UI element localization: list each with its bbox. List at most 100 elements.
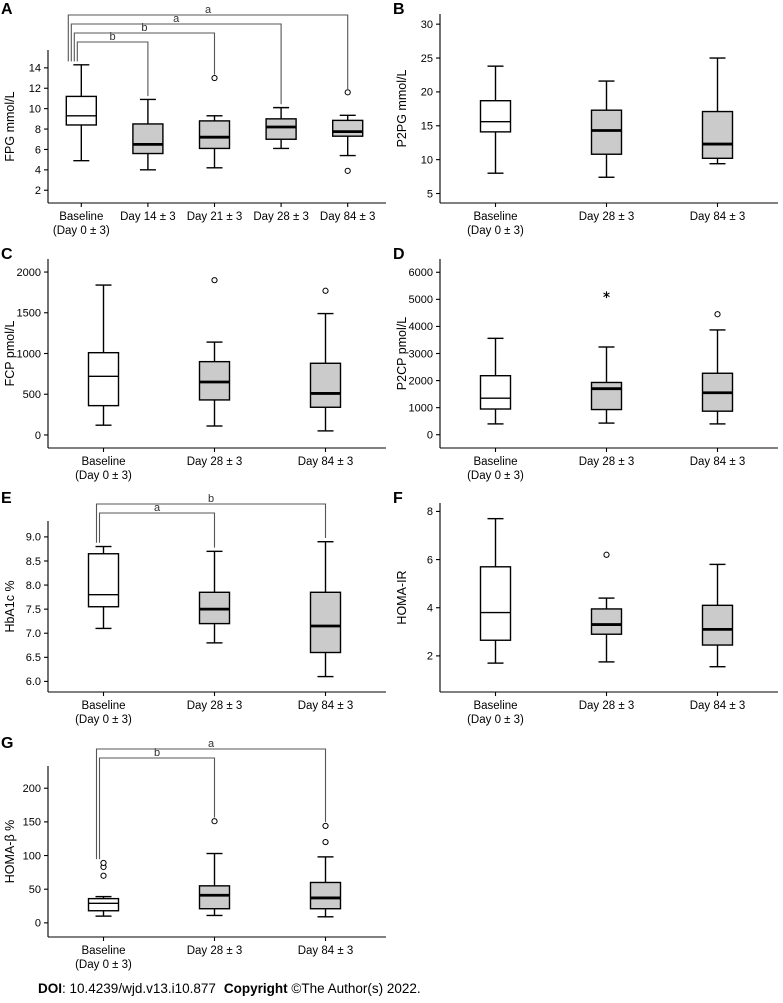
svg-text:6: 6 [35,144,41,156]
panel-d-letter: D [393,246,405,263]
svg-text:Day 28 ± 3: Day 28 ± 3 [579,456,635,468]
svg-text:Day 14 ± 3: Day 14 ± 3 [120,211,176,223]
svg-text:0: 0 [35,918,41,930]
svg-text:Day 28 ± 3: Day 28 ± 3 [579,211,635,223]
copyright-text: ©The Author(s) 2022. [291,981,421,996]
svg-text:(Day 0 ± 3): (Day 0 ± 3) [53,225,110,237]
svg-text:100: 100 [23,850,41,862]
svg-text:FPG mmol/L: FPG mmol/L [3,91,17,161]
svg-text:0: 0 [427,430,433,442]
svg-text:(Day 0 ± 3): (Day 0 ± 3) [467,225,524,237]
doi-label: DOI [38,981,63,996]
svg-text:9.0: 9.0 [26,532,41,544]
svg-text:Day 84 ± 3: Day 84 ± 3 [298,945,354,957]
svg-text:150: 150 [23,817,41,829]
svg-text:10: 10 [421,154,433,166]
svg-text:6: 6 [427,554,433,566]
svg-text:P2CP pmol/L: P2CP pmol/L [395,317,409,390]
svg-text:8.0: 8.0 [26,580,41,592]
svg-text:Day 84 ± 3: Day 84 ± 3 [298,700,354,712]
svg-text:a: a [154,502,161,514]
svg-text:4: 4 [35,165,41,177]
svg-text:HOMA-IR: HOMA-IR [395,570,409,624]
svg-text:HbA1c %: HbA1c % [3,580,17,632]
svg-text:Day 21 ± 3: Day 21 ± 3 [187,211,243,223]
svg-text:Day 84 ± 3: Day 84 ± 3 [690,700,746,712]
svg-text:4: 4 [427,603,433,615]
svg-text:FCP pmol/L: FCP pmol/L [3,321,17,387]
svg-text:6.5: 6.5 [26,652,41,664]
panel-c-letter: C [1,246,13,263]
panel-b-boxplot: 5 10 15 20 25 30 P2PG mmol/L Baseline (Day 0 ± 3… [395,14,778,237]
svg-text:b: b [154,747,160,759]
svg-text:3000: 3000 [409,348,433,360]
svg-text:(Day 0 ± 3): (Day 0 ± 3) [75,714,132,726]
figure-footer: DOI: 10.4239/wjd.v13.i10.877 Copyright ©T… [38,981,421,996]
svg-text:2000: 2000 [17,267,41,279]
svg-text:b: b [141,22,147,34]
panel-c-boxplot: 0 500 1000 1500 2000 FCP pmol/L Baseline (Day 0… [3,259,386,482]
svg-text:1500: 1500 [17,308,41,320]
svg-text:Day 84 ± 3: Day 84 ± 3 [690,211,746,223]
svg-text:30: 30 [421,19,433,31]
svg-text:Baseline: Baseline [81,456,125,468]
svg-text:20: 20 [421,87,433,99]
svg-text:10: 10 [29,103,41,115]
svg-text:2000: 2000 [409,375,433,387]
svg-text:8.5: 8.5 [26,556,41,568]
svg-text:(Day 0 ± 3): (Day 0 ± 3) [467,714,524,726]
svg-text:a: a [205,4,212,16]
svg-text:Baseline: Baseline [473,700,517,712]
panel-b-letter: B [393,1,405,18]
svg-text:12: 12 [29,83,41,95]
svg-text:5000: 5000 [409,294,433,306]
panel-f-letter: F [393,490,403,507]
panel-b: B 5 10 15 20 25 30 P2PG mmol/L Baseline (Day 0 ±… [392,0,783,245]
panel-e-letter: E [1,490,12,507]
svg-text:Day 84 ± 3: Day 84 ± 3 [690,456,746,468]
svg-text:14: 14 [29,63,41,75]
svg-text:7.5: 7.5 [26,604,41,616]
svg-text:b: b [208,493,214,505]
panel-d-boxplot: 0 1000 2000 3000 4000 5000 6000 P2CP pmol/L Base… [395,259,778,482]
panel-e: E 6.0 6.5 7.0 7.5 8.0 8.5 9.0 HbA1c % Baseline (D… [0,489,391,734]
panel-f-boxplot: 2 4 6 8 HOMA-IR Baseline (Day 0 ± 3) Day 28 ± 3… [395,503,778,726]
svg-text:6.0: 6.0 [26,676,41,688]
svg-text:HOMA-β %: HOMA-β % [3,820,17,883]
panel-a-boxplot: 2 4 6 8 10 12 14 FPG mmol/L Baseline (Day 0 ± 3) D… [3,4,386,237]
svg-text:2: 2 [35,185,41,197]
svg-text:Baseline: Baseline [59,211,103,223]
svg-text:Day 28 ± 3: Day 28 ± 3 [253,211,309,223]
svg-text:Day 28 ± 3: Day 28 ± 3 [187,456,243,468]
svg-text:6000: 6000 [409,267,433,279]
panel-a: A 2 4 6 8 10 12 14 FPG mmol/L Baseline (Day 0 ± 3… [0,0,391,245]
svg-text:4000: 4000 [409,321,433,333]
svg-text:a: a [173,13,180,25]
panel-c: C 0 500 1000 1500 2000 FCP pmol/L Baseline (Day… [0,245,391,490]
panel-f: F 2 4 6 8 HOMA-IR Baseline (Day 0 ± 3) Day 28 ±… [392,489,783,734]
svg-text:Baseline: Baseline [473,211,517,223]
svg-text:15: 15 [421,121,433,133]
svg-text:P2PG mmol/L: P2PG mmol/L [395,70,409,148]
copyright-label: Copyright [223,981,288,996]
svg-text:5: 5 [427,188,433,200]
svg-text:1000: 1000 [17,348,41,360]
panel-a-letter: A [1,1,13,18]
panel-g: G 0 50 100 150 200 HOMA-β % Baseline (Day 0 ± 3… [0,734,391,979]
svg-text:Day 28 ± 3: Day 28 ± 3 [579,700,635,712]
svg-text:8: 8 [427,506,433,518]
svg-text:Day 84 ± 3: Day 84 ± 3 [298,456,354,468]
svg-text:7.0: 7.0 [26,628,41,640]
svg-text:50: 50 [29,884,41,896]
panel-d: D 0 1000 2000 3000 4000 5000 6000 P2CP pmol/L Ba… [392,245,783,490]
doi-value: : 10.4239/wjd.v13.i10.877 [62,981,216,996]
panel-g-letter: G [1,735,14,752]
panel-e-boxplot: 6.0 6.5 7.0 7.5 8.0 8.5 9.0 HbA1c % Baseline (Day… [3,493,386,726]
svg-text:500: 500 [23,389,41,401]
svg-text:200: 200 [23,783,41,795]
svg-text:Day 28 ± 3: Day 28 ± 3 [187,945,243,957]
svg-text:Baseline: Baseline [81,700,125,712]
svg-text:25: 25 [421,53,433,65]
svg-text:(Day 0 ± 3): (Day 0 ± 3) [75,959,132,971]
panel-g-boxplot: 0 50 100 150 200 HOMA-β % Baseline (Day 0 ± 3) D… [3,738,386,971]
